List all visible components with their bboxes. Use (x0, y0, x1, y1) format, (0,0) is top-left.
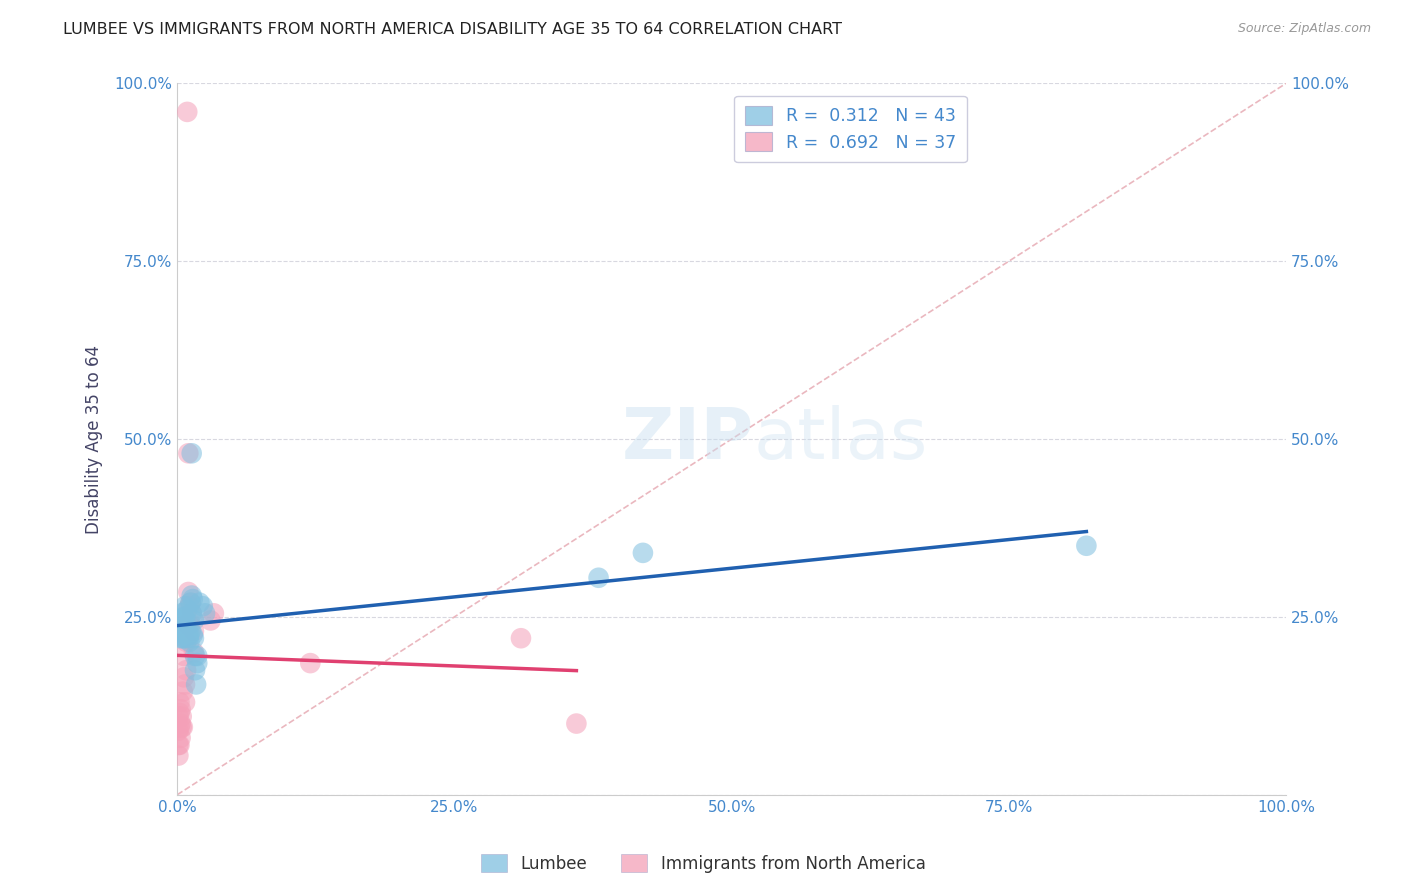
Point (191, 599, 214, 614)
Point (172, 624, 194, 639)
Point (177, 628, 200, 642)
Point (174, 634, 197, 648)
Text: LUMBEE VS IMMIGRANTS FROM NORTH AMERICA DISABILITY AGE 35 TO 64 CORRELATION CHAR: LUMBEE VS IMMIGRANTS FROM NORTH AMERICA … (63, 22, 842, 37)
Point (174, 628, 197, 642)
Point (174, 631, 197, 645)
Point (172, 684, 194, 698)
Legend: R =  0.312   N = 43, R =  0.692   N = 37: R = 0.312 N = 43, R = 0.692 N = 37 (734, 95, 967, 162)
Point (176, 624, 198, 639)
Point (180, 607, 202, 621)
Point (180, 624, 202, 639)
Text: Source: ZipAtlas.com: Source: ZipAtlas.com (1237, 22, 1371, 36)
Point (179, 599, 201, 614)
Point (169, 702, 191, 716)
Point (180, 607, 202, 621)
Point (173, 610, 195, 624)
Point (169, 631, 191, 645)
Point (172, 720, 194, 734)
Point (177, 446, 200, 460)
Point (181, 592, 204, 607)
Point (1076, 539, 1098, 553)
Point (179, 628, 201, 642)
Point (299, 656, 322, 670)
Point (588, 571, 610, 585)
Point (173, 648, 195, 663)
Point (173, 670, 195, 684)
Point (174, 624, 197, 639)
Point (169, 695, 191, 709)
Point (184, 663, 207, 677)
Text: ZIP: ZIP (621, 405, 754, 474)
Point (183, 624, 205, 639)
Point (177, 617, 200, 632)
Point (174, 599, 197, 614)
Point (173, 631, 195, 645)
Point (170, 720, 193, 734)
Point (176, 104, 198, 119)
Point (181, 628, 204, 642)
Point (180, 617, 202, 632)
Point (177, 631, 200, 645)
Point (170, 709, 193, 723)
Point (180, 596, 202, 610)
Point (167, 723, 190, 738)
Point (169, 738, 191, 752)
Point (180, 596, 202, 610)
Point (180, 589, 202, 603)
Point (179, 634, 201, 648)
Point (170, 607, 193, 621)
Point (169, 706, 191, 720)
Point (183, 645, 205, 659)
Point (186, 656, 208, 670)
Point (167, 748, 190, 763)
Point (167, 738, 190, 752)
Point (177, 585, 200, 599)
Point (169, 614, 191, 628)
Point (169, 624, 191, 639)
Point (172, 631, 194, 645)
Point (631, 546, 654, 560)
Point (184, 648, 207, 663)
Point (169, 731, 191, 745)
Point (183, 614, 205, 628)
Legend: Lumbee, Immigrants from North America: Lumbee, Immigrants from North America (474, 847, 932, 880)
Point (174, 614, 197, 628)
Point (167, 709, 190, 723)
Point (180, 446, 202, 460)
Point (174, 610, 197, 624)
Point (174, 677, 197, 691)
Point (174, 695, 197, 709)
Point (174, 617, 197, 632)
Point (169, 716, 191, 731)
Point (194, 607, 217, 621)
Point (200, 614, 222, 628)
Text: atlas: atlas (754, 405, 928, 474)
Y-axis label: Disability Age 35 to 64: Disability Age 35 to 64 (86, 344, 103, 533)
Point (169, 720, 191, 734)
Point (184, 677, 207, 691)
Point (172, 617, 194, 632)
Point (510, 631, 533, 645)
Point (173, 621, 195, 635)
Point (170, 624, 193, 639)
Point (202, 607, 225, 621)
Point (183, 631, 205, 645)
Point (174, 663, 197, 677)
Point (186, 648, 208, 663)
Point (188, 596, 211, 610)
Point (565, 716, 588, 731)
Point (176, 603, 198, 617)
